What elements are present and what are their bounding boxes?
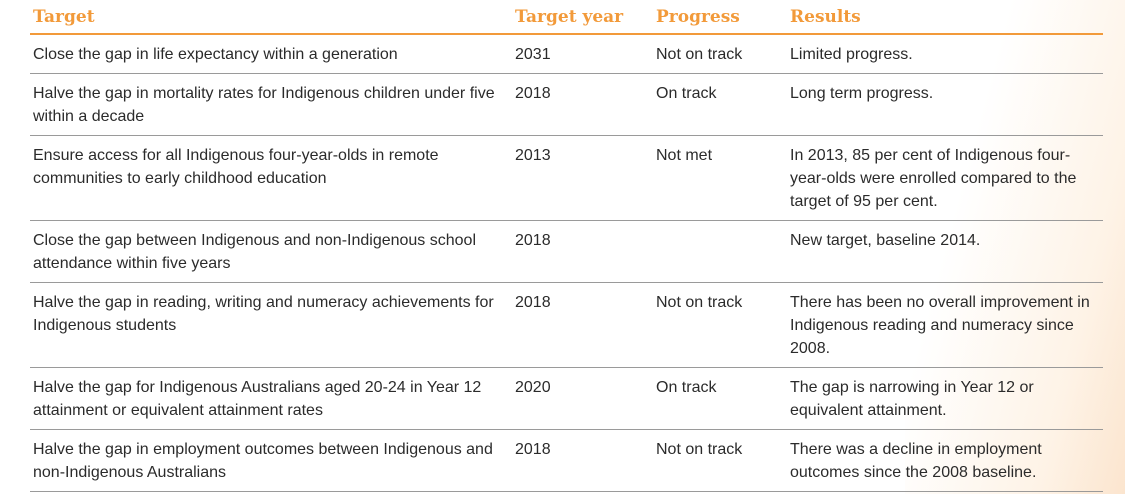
cell-results: The gap is narrowing in Year 12 or equiv… xyxy=(787,367,1103,430)
cell-progress: Not met xyxy=(653,135,787,221)
table-row: Halve the gap for Indigenous Australians… xyxy=(30,367,1103,430)
cell-target: Close the gap in life expectancy within … xyxy=(30,34,512,74)
table-row: Halve the gap in reading, writing and nu… xyxy=(30,282,1103,368)
cell-results: New target, baseline 2014. xyxy=(787,220,1103,283)
cell-year: 2018 xyxy=(512,429,653,492)
cell-year: 2018 xyxy=(512,220,653,283)
cell-year: 2013 xyxy=(512,135,653,221)
cell-progress: Not on track xyxy=(653,429,787,492)
cell-target: Close the gap between Indigenous and non… xyxy=(30,220,512,283)
cell-progress xyxy=(653,220,787,283)
cell-year: 2018 xyxy=(512,282,653,368)
header-row: Target Target year Progress Results xyxy=(30,0,1103,35)
cell-progress: On track xyxy=(653,73,787,136)
cell-results: There has been no overall improvement in… xyxy=(787,282,1103,368)
header-progress: Progress xyxy=(653,0,787,35)
cell-target: Halve the gap for Indigenous Australians… xyxy=(30,367,512,430)
cell-target: Halve the gap in mortality rates for Ind… xyxy=(30,73,512,136)
cell-progress: On track xyxy=(653,367,787,430)
targets-table: Target Target year Progress Results Clos… xyxy=(30,0,1103,492)
table-row: Close the gap between Indigenous and non… xyxy=(30,220,1103,283)
cell-target: Ensure access for all Indigenous four-ye… xyxy=(30,135,512,221)
table-row: Halve the gap in mortality rates for Ind… xyxy=(30,73,1103,136)
header-results: Results xyxy=(787,0,1103,35)
cell-results: There was a decline in employment outcom… xyxy=(787,429,1103,492)
cell-target: Halve the gap in reading, writing and nu… xyxy=(30,282,512,368)
cell-year: 2031 xyxy=(512,34,653,74)
table-row: Close the gap in life expectancy within … xyxy=(30,34,1103,74)
cell-progress: Not on track xyxy=(653,34,787,74)
table-row: Ensure access for all Indigenous four-ye… xyxy=(30,135,1103,221)
cell-year: 2020 xyxy=(512,367,653,430)
cell-results: Long term progress. xyxy=(787,73,1103,136)
cell-progress: Not on track xyxy=(653,282,787,368)
header-target: Target xyxy=(30,0,512,35)
cell-target: Halve the gap in employment outcomes bet… xyxy=(30,429,512,492)
cell-results: In 2013, 85 per cent of Indigenous four-… xyxy=(787,135,1103,221)
table-row: Halve the gap in employment outcomes bet… xyxy=(30,429,1103,492)
cell-results: Limited progress. xyxy=(787,34,1103,74)
header-target-year: Target year xyxy=(512,0,653,35)
cell-year: 2018 xyxy=(512,73,653,136)
